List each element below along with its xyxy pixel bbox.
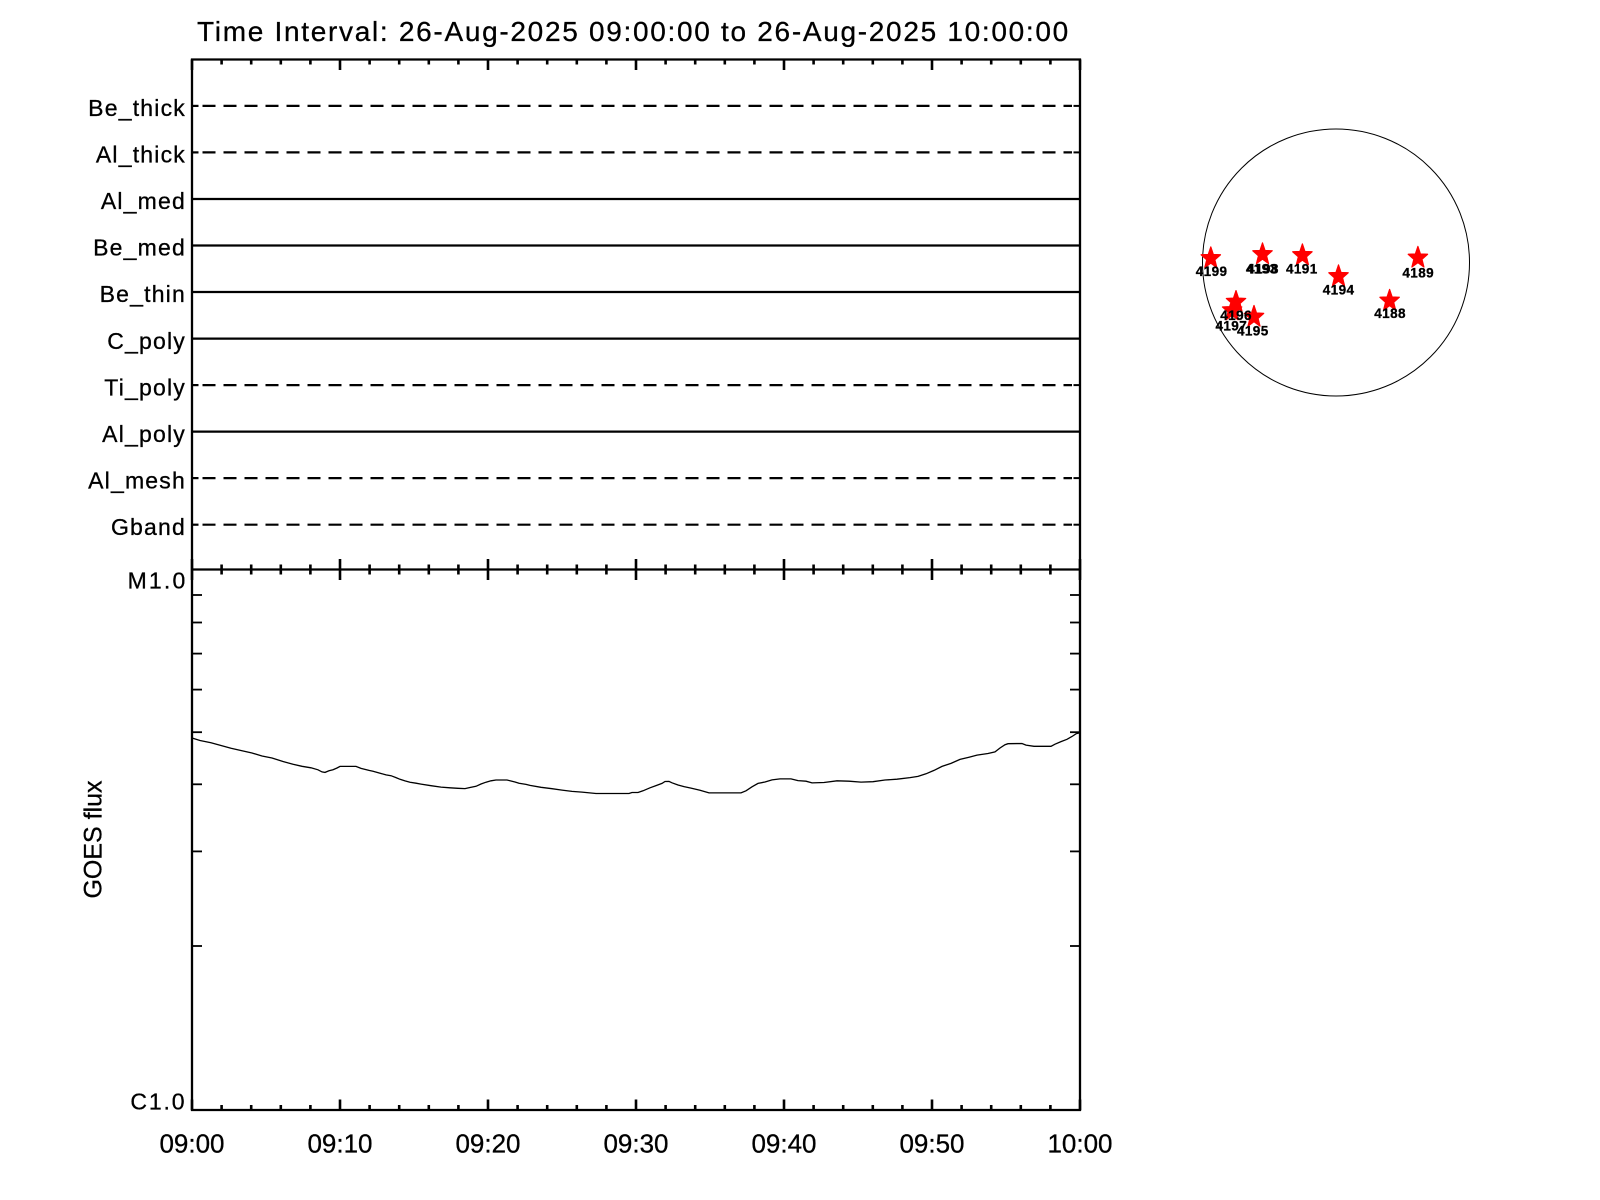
- svg-text:Gband: Gband: [111, 514, 186, 540]
- svg-text:09:20: 09:20: [455, 1129, 520, 1159]
- svg-text:Be_thick: Be_thick: [88, 95, 186, 121]
- svg-text:Be_thin: Be_thin: [100, 281, 186, 307]
- svg-text:C_poly: C_poly: [107, 328, 186, 354]
- svg-text:M1.0: M1.0: [128, 568, 188, 594]
- svg-text:Al_poly: Al_poly: [102, 421, 186, 447]
- svg-text:4199: 4199: [1196, 264, 1228, 279]
- svg-text:09:30: 09:30: [603, 1129, 668, 1159]
- svg-text:Be_med: Be_med: [93, 235, 186, 261]
- svg-text:Al_mesh: Al_mesh: [88, 467, 186, 493]
- svg-text:C1.0: C1.0: [130, 1089, 186, 1115]
- svg-text:GOES flux: GOES flux: [79, 780, 107, 899]
- svg-text:4198: 4198: [1247, 261, 1279, 276]
- svg-text:09:00: 09:00: [159, 1129, 224, 1159]
- svg-text:09:10: 09:10: [307, 1129, 372, 1159]
- svg-text:4197: 4197: [1215, 319, 1247, 334]
- svg-text:09:50: 09:50: [899, 1129, 964, 1159]
- svg-text:Al_med: Al_med: [101, 188, 186, 214]
- svg-text:4189: 4189: [1402, 266, 1434, 281]
- svg-text:4195: 4195: [1237, 324, 1269, 339]
- svg-text:10:00: 10:00: [1047, 1129, 1112, 1159]
- svg-text:4193: 4193: [1246, 261, 1278, 276]
- svg-text:4196: 4196: [1220, 308, 1252, 323]
- svg-text:4188: 4188: [1374, 306, 1406, 321]
- svg-text:Ti_poly: Ti_poly: [104, 374, 186, 400]
- svg-text:4194: 4194: [1323, 282, 1355, 297]
- svg-text:Al_thick: Al_thick: [96, 142, 186, 168]
- svg-text:09:40: 09:40: [751, 1129, 816, 1159]
- svg-text:Time Interval: 26-Aug-2025 09:: Time Interval: 26-Aug-2025 09:00:00 to 2…: [197, 16, 1070, 47]
- svg-text:4191: 4191: [1286, 262, 1318, 277]
